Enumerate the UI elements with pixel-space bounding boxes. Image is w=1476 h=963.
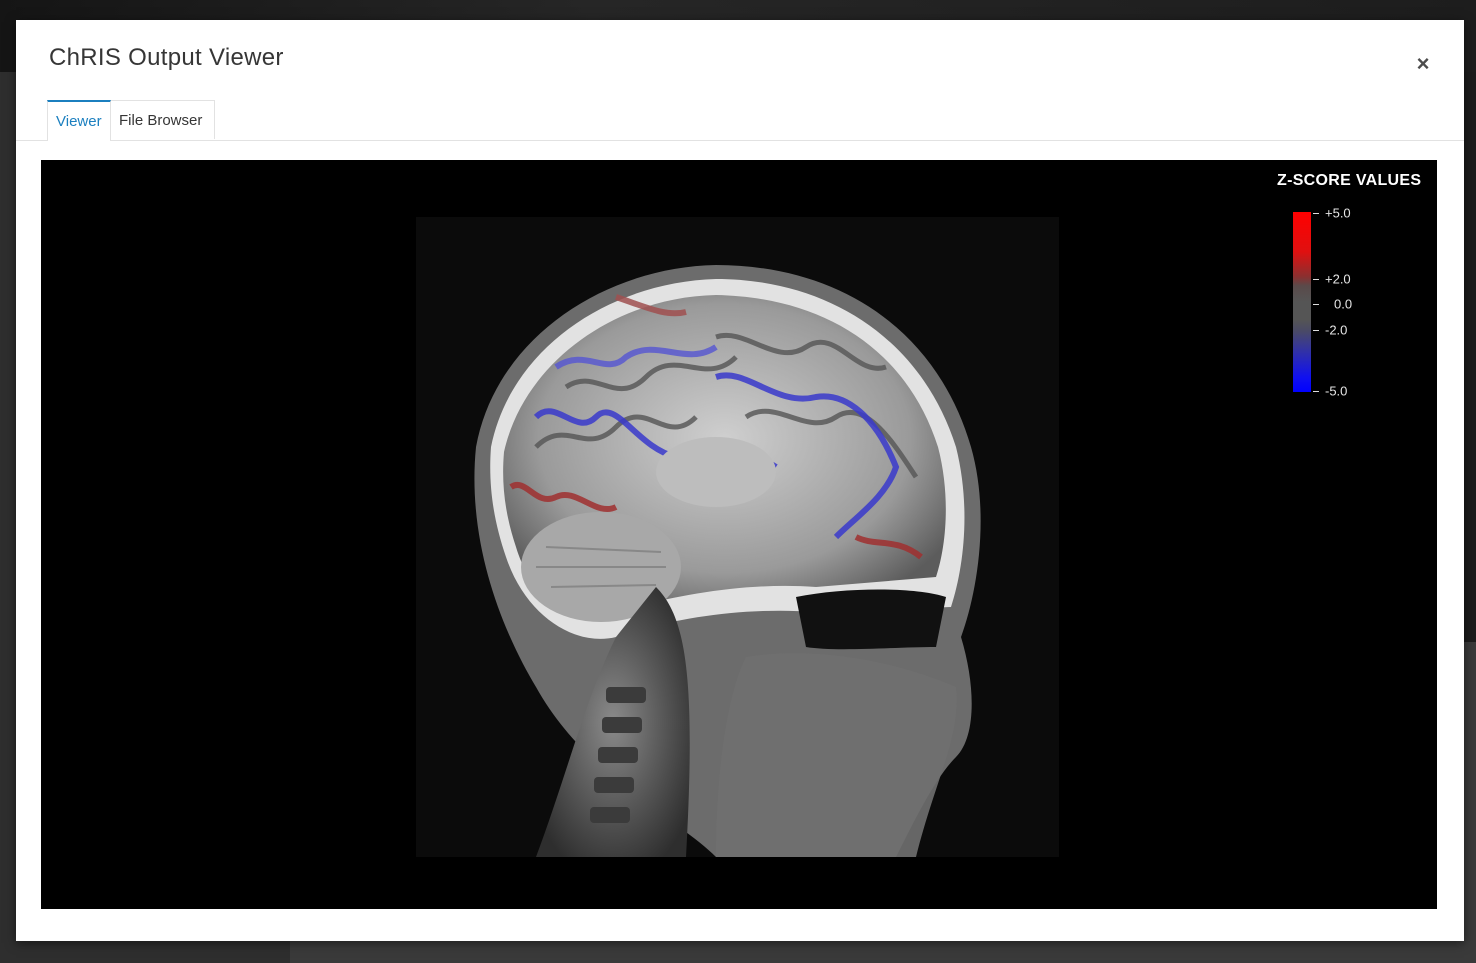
legend-tick: [1313, 330, 1319, 331]
legend-tick: [1313, 213, 1319, 214]
zscore-color-bar: [1293, 212, 1311, 392]
close-icon[interactable]: ×: [1416, 51, 1430, 76]
legend-label-plus2: +2.0: [1325, 271, 1351, 287]
mri-sagittal-image: [416, 217, 1059, 857]
tab-viewer[interactable]: Viewer: [47, 100, 111, 141]
legend-title: Z-SCORE VALUES: [1277, 172, 1422, 189]
tab-bar: Viewer File Browser: [16, 100, 1464, 141]
legend-tick: [1313, 279, 1319, 280]
legend-tick: [1313, 391, 1319, 392]
legend-label-plus5: +5.0: [1325, 205, 1351, 221]
legend-tick: [1313, 304, 1319, 305]
image-viewer[interactable]: Z-SCORE VALUES +5.0 +2.0 0.0 -2.0 -5.0: [41, 160, 1437, 909]
modal-title: ChRIS Output Viewer: [49, 44, 284, 71]
tab-file-browser[interactable]: File Browser: [111, 100, 215, 139]
output-viewer-modal: ChRIS Output Viewer × Viewer File Browse…: [16, 20, 1464, 941]
legend-label-minus5: -5.0: [1325, 383, 1348, 399]
mri-image-frame: [416, 217, 1059, 857]
legend-label-minus2: -2.0: [1325, 322, 1348, 338]
legend-label-zero: 0.0: [1334, 296, 1353, 312]
app-right-backdrop: [1464, 72, 1476, 642]
